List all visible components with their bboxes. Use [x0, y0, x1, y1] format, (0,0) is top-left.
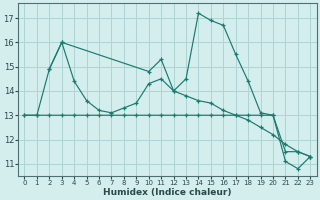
X-axis label: Humidex (Indice chaleur): Humidex (Indice chaleur)	[103, 188, 232, 197]
